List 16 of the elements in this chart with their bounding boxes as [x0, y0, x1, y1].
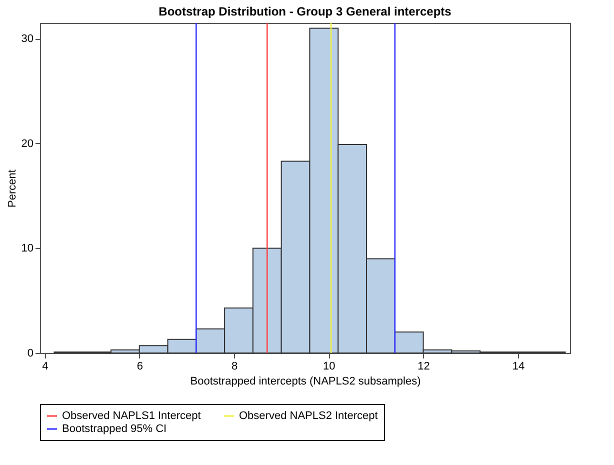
x-axis-title: Bootstrapped intercepts (NAPLS2 subsamples)	[190, 376, 421, 388]
x-tick-label: 6	[136, 360, 143, 372]
legend-label: Bootstrapped 95% CI	[62, 423, 167, 435]
x-tick-label: 12	[418, 360, 430, 372]
x-tick-label: 8	[231, 360, 238, 372]
chart-title: Bootstrap Distribution - Group 3 General intercepts	[158, 4, 452, 18]
x-tick-label: 10	[323, 360, 336, 372]
y-axis-title: Percent	[6, 170, 18, 208]
legend-label: Observed NAPLS1 Intercept	[62, 410, 201, 422]
y-tick-label: 20	[21, 138, 34, 150]
x-tick-label: 14	[512, 360, 525, 372]
x-tick-label: 4	[42, 360, 48, 372]
legend-label: Observed NAPLS2 Intercept	[239, 410, 378, 422]
y-tick-label: 10	[21, 242, 34, 255]
y-tick-label: 0	[27, 348, 34, 360]
y-tick-label: 30	[21, 33, 34, 46]
